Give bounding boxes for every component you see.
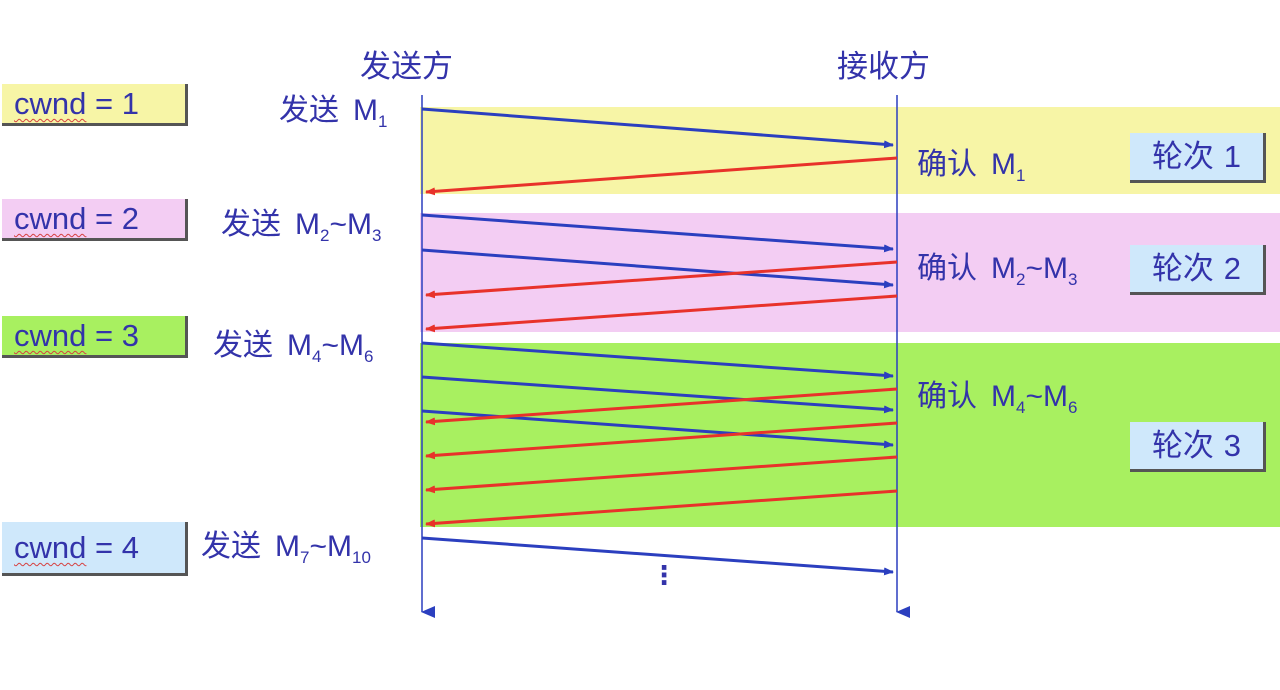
ack-label-3: 确认 M4~M6 [917, 379, 1078, 417]
ack-arrow [425, 156, 898, 196]
data-arrow [421, 107, 894, 149]
msg-start-index: 7 [300, 548, 310, 567]
data-arrow [421, 375, 894, 414]
cwnd-label: cwnd [14, 530, 87, 565]
round-text: 轮次 [1151, 428, 1214, 464]
round-badge-3: 轮次 3 [1130, 422, 1266, 472]
send-label-2: 发送 M2~M3 [221, 207, 382, 245]
msg-start: M [295, 208, 320, 241]
msg-end-index: 10 [352, 548, 371, 567]
range-tilde: ~ [309, 530, 327, 563]
msg-start-index: 2 [320, 226, 330, 245]
msg-start: M [991, 380, 1016, 413]
ack-arrow [425, 294, 898, 333]
round-number: 1 [1223, 139, 1242, 174]
round-text: 轮次 [1151, 139, 1214, 175]
msg-start: M [353, 94, 378, 127]
cwnd-value: = 2 [86, 201, 139, 236]
msg-end: M [1043, 252, 1068, 285]
send-verb: 发送 [279, 93, 339, 128]
ack-verb: 确认 [917, 251, 977, 286]
range-tilde: ~ [1025, 380, 1043, 413]
msg-start: M [275, 530, 300, 563]
cwnd-label: cwnd [14, 86, 87, 121]
msg-end: M [347, 208, 372, 241]
round-badge-2: 轮次 2 [1130, 245, 1266, 295]
msg-start: M [991, 252, 1016, 285]
ack-arrow [425, 489, 898, 528]
cwnd-label: cwnd [14, 318, 87, 353]
round-number: 3 [1223, 428, 1242, 463]
data-arrow [421, 248, 894, 289]
continuation-ellipsis: ⋮ [651, 561, 677, 591]
msg-start-index: 1 [378, 112, 388, 131]
sender-header: 发送方 [360, 49, 453, 85]
ack-arrow [425, 260, 898, 299]
send-verb: 发送 [213, 328, 273, 363]
ack-label-1: 确认 M1 [917, 147, 1026, 185]
msg-end-index: 3 [1068, 270, 1078, 289]
round-badge-1: 轮次 1 [1130, 133, 1266, 183]
msg-end-index: 3 [372, 226, 382, 245]
send-label-3: 发送 M4~M6 [213, 328, 374, 366]
cwnd-box-3: cwnd = 3 [2, 316, 188, 358]
range-tilde: ~ [321, 329, 339, 362]
msg-end-index: 6 [364, 347, 374, 366]
msg-start-index: 2 [1016, 270, 1026, 289]
msg-start-index: 4 [1016, 398, 1026, 417]
msg-end: M [1043, 380, 1068, 413]
cwnd-label: cwnd [14, 201, 87, 236]
send-label-4: 发送 M7~M10 [201, 529, 371, 567]
msg-end: M [327, 530, 352, 563]
round-number: 2 [1223, 251, 1242, 286]
msg-start: M [287, 329, 312, 362]
ack-arrow [425, 387, 898, 426]
msg-end: M [339, 329, 364, 362]
send-label-1: 发送 M1 [279, 93, 388, 131]
msg-start-index: 4 [312, 347, 322, 366]
ack-label-2: 确认 M2~M3 [917, 251, 1078, 289]
receiver-header: 接收方 [837, 49, 930, 85]
data-arrow [421, 341, 894, 380]
ack-verb: 确认 [917, 379, 977, 414]
msg-end-index: 6 [1068, 398, 1078, 417]
cwnd-box-2: cwnd = 2 [2, 199, 188, 241]
data-arrow [421, 213, 894, 253]
cwnd-box-1: cwnd = 1 [2, 84, 188, 126]
data-arrow [421, 536, 894, 576]
ack-arrow [425, 421, 898, 460]
ack-verb: 确认 [917, 147, 977, 182]
send-verb: 发送 [201, 529, 261, 564]
cwnd-box-4: cwnd = 4 [2, 522, 188, 576]
cwnd-value: = 4 [86, 530, 139, 565]
send-verb: 发送 [221, 207, 281, 242]
range-tilde: ~ [329, 208, 347, 241]
msg-start-index: 1 [1016, 166, 1026, 185]
cwnd-value: = 3 [86, 318, 139, 353]
msg-start: M [991, 148, 1016, 181]
round-text: 轮次 [1151, 251, 1214, 287]
cwnd-value: = 1 [86, 86, 139, 121]
ack-arrow [425, 455, 898, 494]
range-tilde: ~ [1025, 252, 1043, 285]
